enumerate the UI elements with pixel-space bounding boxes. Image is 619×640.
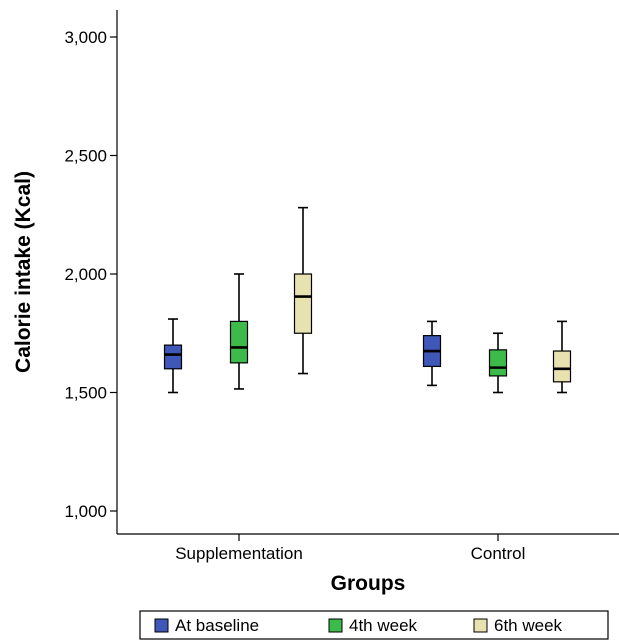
box-at-baseline-supplementation (165, 319, 182, 392)
y-tick-label: 3,000 (64, 28, 107, 47)
iqr-box (165, 345, 182, 369)
iqr-box (490, 350, 507, 376)
box-at-baseline-control (424, 321, 441, 385)
plot-area (165, 208, 571, 393)
x-tick-label: Supplementation (175, 544, 303, 563)
y-tick-label: 1,000 (64, 502, 107, 521)
y-tick-label: 2,000 (64, 265, 107, 284)
legend-label: 6th week (494, 616, 563, 635)
y-tick-label: 1,500 (64, 384, 107, 403)
x-tick-label: Control (471, 544, 526, 563)
iqr-box (554, 351, 571, 382)
box-6th-week-supplementation (295, 208, 312, 374)
box-4th-week-control (490, 333, 507, 392)
legend-label: At baseline (175, 616, 259, 635)
legend-label: 4th week (349, 616, 418, 635)
iqr-box (231, 321, 248, 362)
legend-item-4th-week: 4th week (329, 616, 418, 635)
legend: At baseline 4th week 6th week (140, 611, 608, 639)
x-axis: Supplementation Control (117, 534, 619, 563)
x-axis-title: Groups (331, 572, 406, 595)
box-6th-week-control (554, 321, 571, 392)
y-axis: 1,000 1,500 2,000 2,500 3,000 (64, 10, 117, 534)
y-axis-title: Calorie intake (Kcal) (12, 171, 35, 373)
legend-item-6th-week: 6th week (474, 616, 563, 635)
box-4th-week-supplementation (231, 274, 248, 389)
legend-swatch (474, 619, 487, 632)
iqr-box (295, 274, 312, 333)
y-tick-label: 2,500 (64, 147, 107, 166)
legend-swatch (155, 619, 168, 632)
legend-swatch (329, 619, 342, 632)
